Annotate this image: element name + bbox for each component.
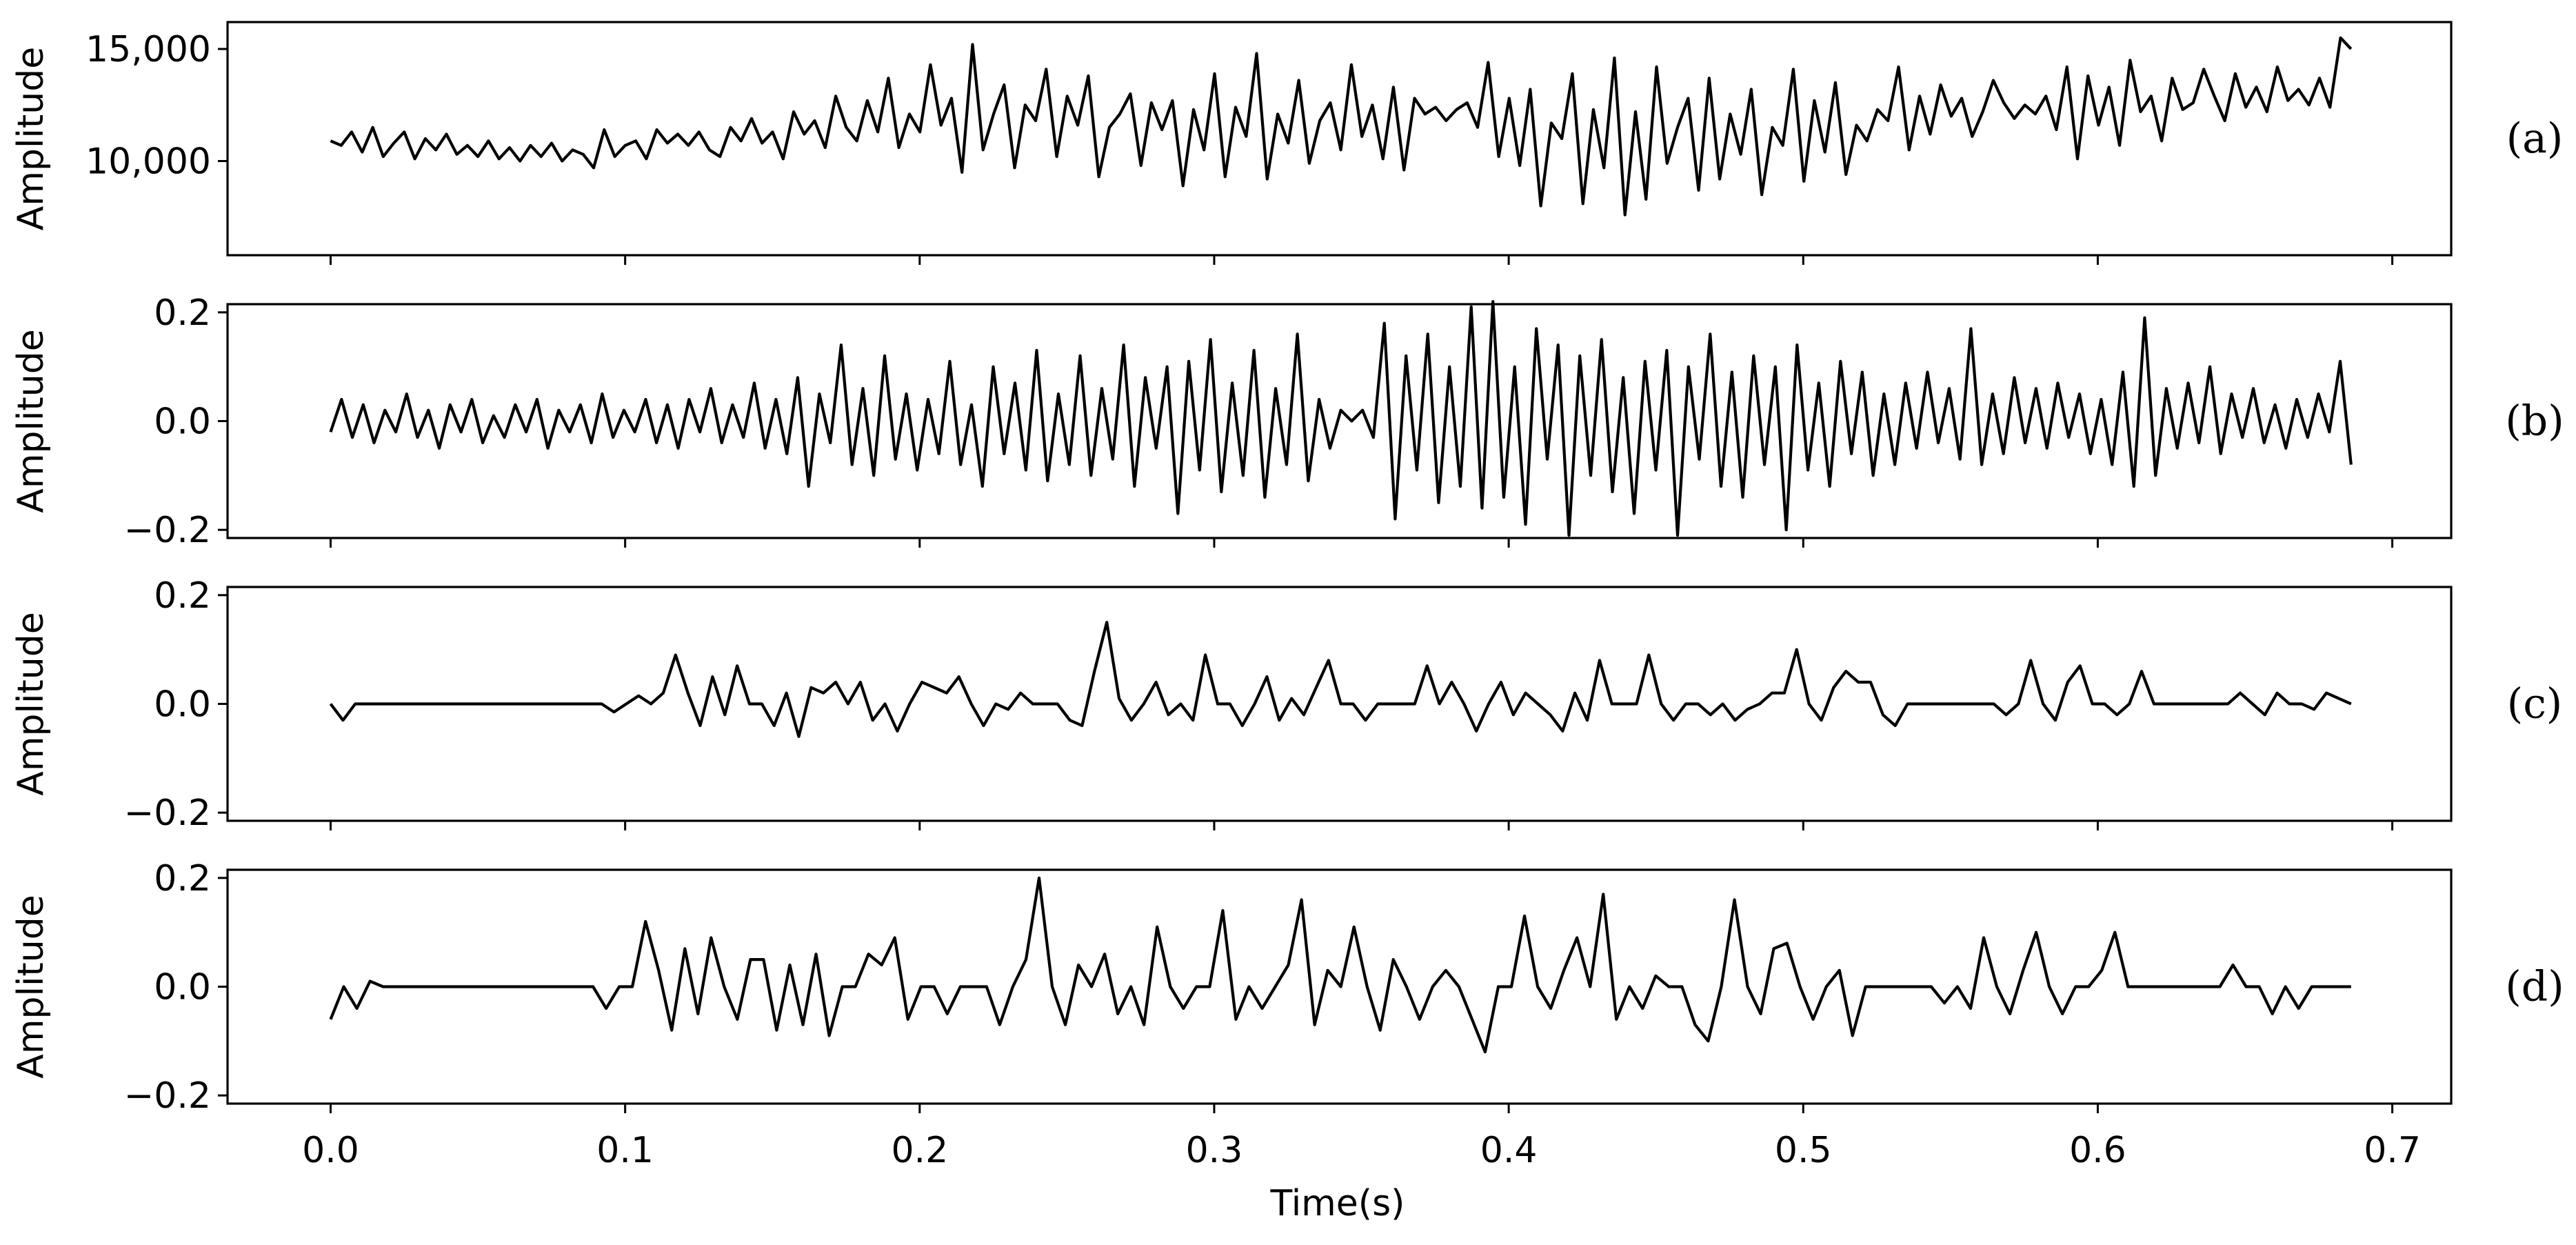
signal-line bbox=[329, 876, 2351, 1054]
x-tick-label: 0.6 bbox=[2069, 1130, 2126, 1171]
panel-label: (d) bbox=[2505, 963, 2564, 1011]
x-tick-label: 0.3 bbox=[1186, 1130, 1243, 1171]
x-tick-label: 0.4 bbox=[1480, 1130, 1538, 1171]
panel-b: −0.2 0.0 0.2 Amplitude (b) bbox=[10, 292, 2564, 551]
y-tick-label: 0.0 bbox=[154, 684, 211, 726]
y-tick-label: 10,000 bbox=[85, 141, 211, 183]
x-tick-label: 0.5 bbox=[1775, 1130, 1832, 1171]
x-tick-label: 0.1 bbox=[596, 1130, 654, 1171]
panel-label: (a) bbox=[2506, 114, 2564, 163]
y-tick-label: −0.2 bbox=[124, 1075, 211, 1117]
signal-line bbox=[330, 36, 2353, 217]
x-tick-label: 0.2 bbox=[891, 1130, 948, 1171]
y-tick-label: −0.2 bbox=[124, 793, 211, 834]
signal-line bbox=[329, 621, 2352, 738]
y-axis-label: Amplitude bbox=[10, 329, 52, 512]
y-tick-label: 0.2 bbox=[154, 858, 211, 899]
x-tick-label: 0.0 bbox=[302, 1130, 359, 1171]
x-tick-labels: 0.0 0.1 0.2 0.3 0.4 0.5 0.6 0.7 bbox=[302, 1130, 2421, 1171]
y-axis-label: Amplitude bbox=[10, 612, 52, 795]
y-tick-label: 0.0 bbox=[154, 401, 211, 443]
x-axis: 0.0 0.1 0.2 0.3 0.4 0.5 0.6 0.7 Time(s) bbox=[302, 1130, 2421, 1224]
panel-a: 10,000 15,000 Amplitude (a) bbox=[10, 21, 2564, 265]
plot-frame bbox=[226, 21, 2453, 257]
panel-d: −0.2 0.0 0.2 Amplitude (d) bbox=[10, 858, 2564, 1117]
y-tick-label: 0.2 bbox=[154, 575, 211, 617]
signal-line bbox=[329, 300, 2353, 537]
y-tick-label: 0.2 bbox=[154, 292, 211, 334]
x-axis-label: Time(s) bbox=[1270, 1183, 1405, 1224]
x-tick-label: 0.7 bbox=[2364, 1130, 2421, 1171]
y-tick-label: 15,000 bbox=[85, 29, 211, 70]
panel-c: −0.2 0.0 0.2 Amplitude (c) bbox=[10, 575, 2562, 834]
y-axis-label: Amplitude bbox=[10, 895, 52, 1078]
panel-label: (b) bbox=[2505, 397, 2564, 446]
y-axis-label: Amplitude bbox=[10, 47, 52, 230]
panels: 10,000 15,000 Amplitude (a) −0.2 0.0 0.2 Amplit… bbox=[10, 21, 2564, 1117]
y-tick-label: 0.0 bbox=[154, 967, 211, 1008]
panel-label: (c) bbox=[2507, 680, 2562, 728]
y-tick-label: −0.2 bbox=[124, 510, 211, 551]
